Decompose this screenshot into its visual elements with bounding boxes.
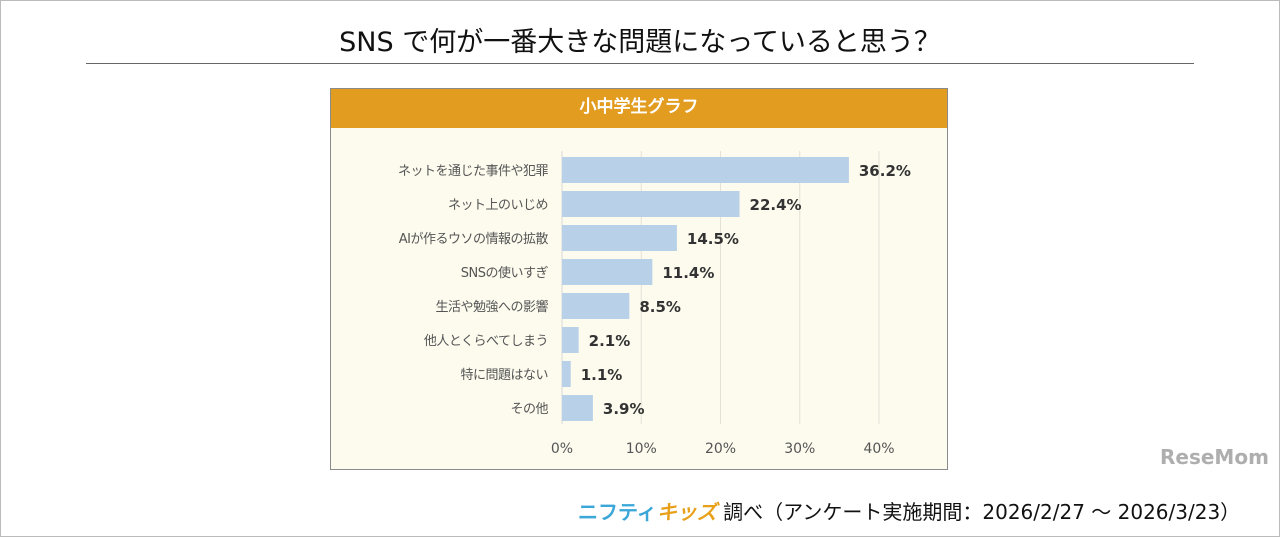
data-label: 22.4% (750, 196, 802, 214)
x-tick-label: 10% (626, 441, 657, 457)
x-tick-label: 40% (863, 441, 894, 457)
bar (562, 191, 740, 217)
watermark-logo: ReseMom (1160, 445, 1269, 469)
data-label: 8.5% (639, 298, 681, 316)
data-label: 11.4% (662, 264, 714, 282)
bar (562, 225, 677, 251)
brand-logo-kids: キッズ (656, 500, 717, 524)
category-label: ネットを通じた事件や犯罪 (398, 164, 549, 179)
category-label: SNSの使いすぎ (461, 265, 549, 281)
data-label: 1.1% (581, 366, 623, 384)
brand-logo-nifty: ニフティ (578, 500, 657, 524)
source-note: ニフティキッズ 調べ（アンケート実施期間：2026/2/27 ～ 2026/3/… (578, 496, 1240, 525)
bar (562, 395, 593, 421)
category-label: ネット上のいじめ (448, 198, 548, 213)
data-label: 2.1% (589, 332, 631, 350)
bar-chart: 0% 10% 20% 30% 40% ネットを通じた事件や犯罪 36.2% ネット上のいじめ 2… (398, 151, 911, 457)
chart-panel: 小中学生グラフ 0% 10% 20% 30% 40% ネットを通じた事件や犯罪 36.2% ネ… (330, 88, 948, 470)
x-tick-label: 30% (784, 441, 815, 457)
data-label: 36.2% (859, 162, 911, 180)
source-text: 調べ（アンケート実施期間：2026/2/27 ～ 2026/3/23） (723, 500, 1241, 524)
category-label: その他 (510, 402, 548, 417)
page-title: SNS で何が一番大きな問題になっていると思う？ (339, 27, 941, 58)
title-divider (86, 63, 1194, 64)
bar (562, 293, 630, 319)
chart-title: 小中学生グラフ (331, 89, 947, 128)
category-label: 生活や勉強への影響 (435, 299, 548, 315)
category-label: 特に問題はない (460, 368, 548, 383)
bar (562, 157, 849, 183)
bar (562, 361, 571, 387)
bar (562, 327, 579, 353)
category-label: 他人とくらべてしまう (424, 334, 548, 349)
data-label: 3.9% (603, 400, 645, 418)
category-label: AIが作るウソの情報の拡散 (399, 232, 549, 247)
x-tick-label: 20% (705, 441, 736, 457)
data-label: 14.5% (687, 230, 739, 248)
bar (562, 259, 653, 285)
x-tick-label: 0% (551, 441, 573, 457)
